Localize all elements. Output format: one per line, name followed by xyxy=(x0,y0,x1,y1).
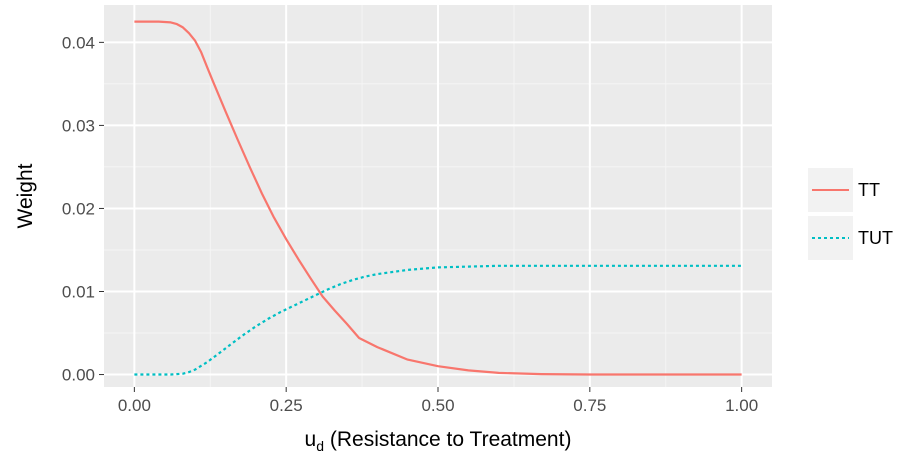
x-axis-title: ud (Resistance to Treatment) xyxy=(305,428,572,454)
x-tick-label: 0.75 xyxy=(573,396,606,415)
legend: TT TUT xyxy=(808,168,893,260)
y-tick-label: 0.04 xyxy=(62,33,95,52)
x-axis-title-rest: (Resistance to Treatment) xyxy=(324,428,571,451)
y-tick-label: 0.03 xyxy=(62,116,95,135)
y-tick-label: 0.02 xyxy=(62,199,95,218)
legend-label-tt: TT xyxy=(858,180,880,200)
x-axis: 0.00 0.25 0.50 0.75 1.00 xyxy=(118,387,758,415)
x-axis-title-base: u xyxy=(305,428,317,451)
series-layer xyxy=(134,20,742,376)
y-axis: 0.00 0.01 0.02 0.03 0.04 xyxy=(62,33,104,385)
y-axis-title: Weight xyxy=(14,163,37,228)
x-tick-label: 0.50 xyxy=(421,396,454,415)
y-tick-label: 0.00 xyxy=(62,366,95,385)
x-axis-title-subscript: d xyxy=(316,438,324,454)
major-gridlines xyxy=(104,5,772,387)
x-tick-label: 1.00 xyxy=(725,396,758,415)
x-tick-label: 0.25 xyxy=(270,396,303,415)
legend-label-tut: TUT xyxy=(858,228,893,248)
series-line-tt xyxy=(134,20,742,376)
x-tick-label: 0.00 xyxy=(118,396,151,415)
y-tick-label: 0.01 xyxy=(62,283,95,302)
